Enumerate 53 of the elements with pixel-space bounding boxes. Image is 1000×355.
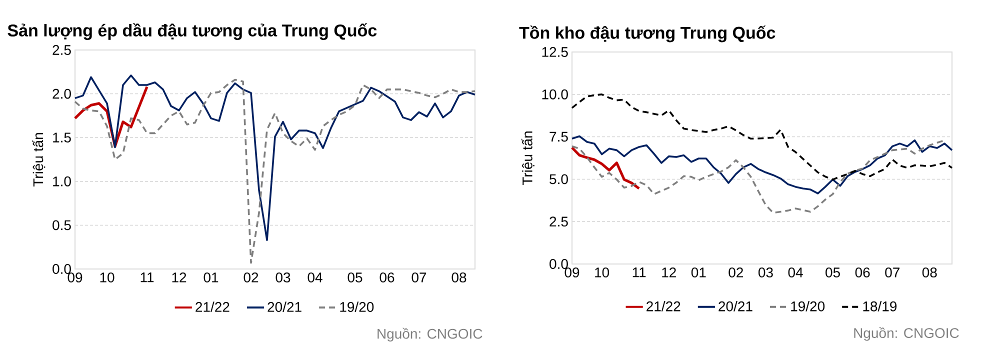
y-tick-label: 5.0 xyxy=(550,174,568,184)
y-tick-label: 2.5 xyxy=(52,45,71,55)
y-axis-title: Triệu tấn xyxy=(32,133,46,187)
line-series xyxy=(570,146,640,190)
y-tick-label: 0.0 xyxy=(52,264,71,274)
legend-label: 19/20 xyxy=(791,301,825,312)
x-tick-label: 07 xyxy=(885,268,900,278)
x-tick-label: 12 xyxy=(172,272,186,282)
legend-label: 19/20 xyxy=(340,302,374,312)
x-tick-label: 04 xyxy=(308,272,322,282)
chart-title: Tồn kho đậu tương Trung Quốc xyxy=(519,26,776,42)
x-tick-label: 10 xyxy=(595,268,610,278)
text: Nguồn: CNGOIC xyxy=(378,328,482,342)
y-tick-label: 10.0 xyxy=(542,89,568,100)
x-tick-label: 12 xyxy=(662,268,676,278)
y-axis-title: Triệu tấn xyxy=(521,132,534,186)
x-tick-label: 11 xyxy=(140,272,154,282)
legend-label: 18/19 xyxy=(863,301,897,312)
x-tick-label: 09 xyxy=(68,272,82,282)
line-series xyxy=(571,139,946,214)
y-tick-label: 7.5 xyxy=(550,132,568,142)
y-tick-label: 2.0 xyxy=(52,88,71,99)
x-tick-label: 02 xyxy=(244,272,258,282)
x-tick-label: 03 xyxy=(758,268,773,278)
y-tick-label: 1.5 xyxy=(53,132,71,142)
text: Nguồn: CNGOIC xyxy=(854,327,959,341)
y-tick-label: 12.5 xyxy=(542,47,568,57)
x-tick-label: 04 xyxy=(788,268,803,278)
line-series xyxy=(571,93,953,180)
chart-title: Sản lượng ép dầu đậu tương của Trung Quốc xyxy=(8,23,377,40)
x-tick-label: 03 xyxy=(276,272,290,282)
y-tick-label: 0.0 xyxy=(550,259,568,269)
x-tick-label: 01 xyxy=(691,268,706,278)
x-tick-label: 05 xyxy=(348,272,362,282)
y-tick-label: 1.0 xyxy=(53,176,71,186)
legend-label: 20/21 xyxy=(268,302,302,312)
x-tick-label: 08 xyxy=(452,272,466,282)
x-tick-label: 06 xyxy=(380,272,394,282)
legend-label: 21/22 xyxy=(196,302,230,312)
x-tick-label: 05 xyxy=(826,268,840,278)
x-tick-label: 10 xyxy=(100,272,114,282)
y-tick-label: 2.5 xyxy=(550,216,568,227)
x-tick-label: 02 xyxy=(728,268,744,278)
x-tick-label: 08 xyxy=(922,268,937,278)
x-tick-label: 09 xyxy=(564,268,580,278)
line-series xyxy=(571,135,953,194)
x-tick-label: 06 xyxy=(855,268,870,278)
x-tick-label: 11 xyxy=(632,268,646,278)
legend-label: 20/21 xyxy=(718,301,752,312)
y-tick-label: 0.5 xyxy=(52,220,71,230)
legend-label: 21/22 xyxy=(646,301,680,312)
x-tick-label: 07 xyxy=(412,272,426,282)
x-tick-label: 01 xyxy=(204,272,218,282)
